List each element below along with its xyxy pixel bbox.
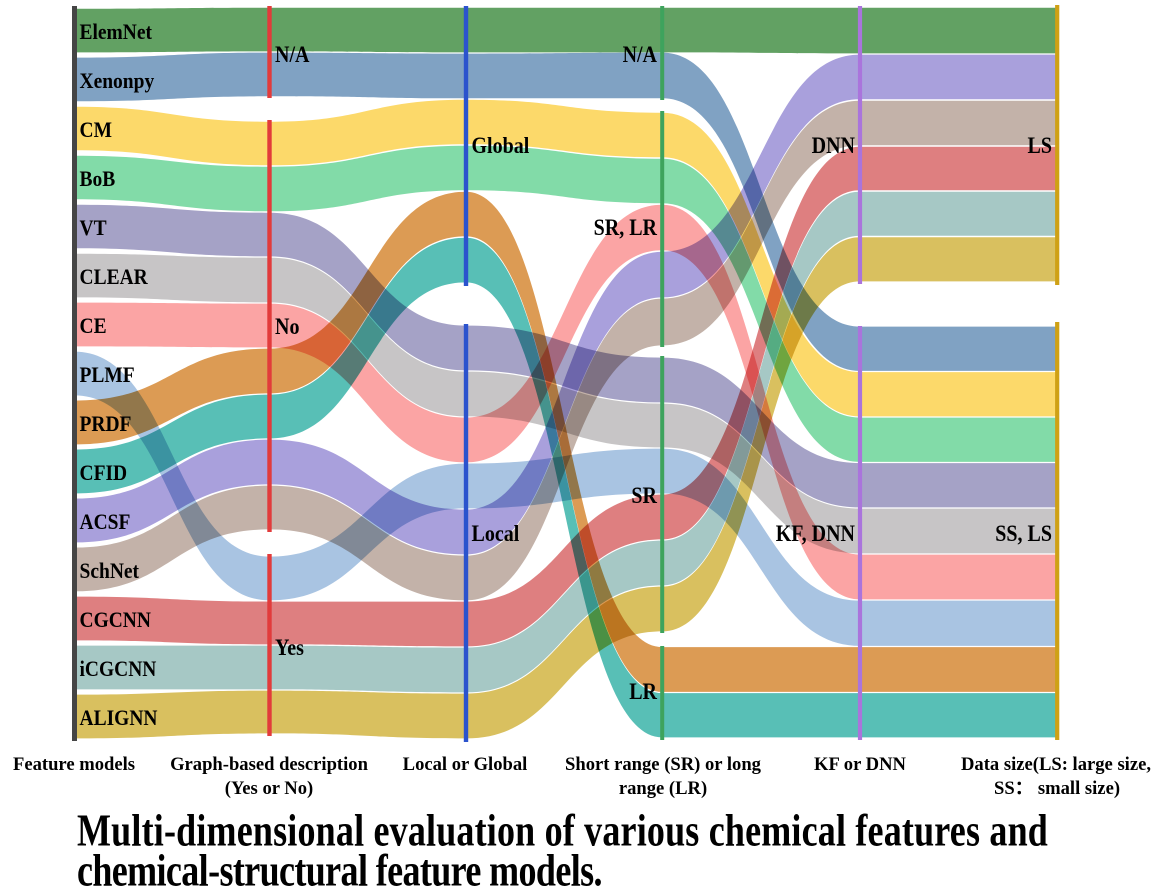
svg-text:Global: Global <box>472 133 530 159</box>
svg-text:CGCNN: CGCNN <box>80 607 151 633</box>
svg-text:Yes: Yes <box>275 635 304 661</box>
svg-text:ACSF: ACSF <box>80 509 131 535</box>
svg-text:Xenonpy: Xenonpy <box>80 68 155 94</box>
svg-text:CE: CE <box>80 313 107 339</box>
svg-text:range (LR): range (LR) <box>619 778 707 799</box>
svg-text:SR, LR: SR, LR <box>594 215 658 241</box>
svg-text:PRDF: PRDF <box>80 411 132 437</box>
svg-text:chemical-structural feature mo: chemical-structural feature models. <box>77 844 602 895</box>
svg-text:CM: CM <box>80 117 113 143</box>
svg-text:SS： small size): SS： small size) <box>994 778 1120 799</box>
svg-text:BoB: BoB <box>80 166 116 192</box>
svg-text:KF, DNN: KF, DNN <box>776 521 856 547</box>
svg-text:LS: LS <box>1028 133 1052 159</box>
svg-text:VT: VT <box>80 215 107 241</box>
svg-text:SS, LS: SS, LS <box>995 521 1052 547</box>
svg-text:ElemNet: ElemNet <box>80 19 153 45</box>
svg-text:SR: SR <box>631 483 657 509</box>
svg-text:(Yes or No): (Yes or No) <box>225 778 313 799</box>
svg-text:Local or Global: Local or Global <box>403 754 528 775</box>
svg-text:Feature models: Feature models <box>13 754 135 775</box>
svg-text:KF or DNN: KF or DNN <box>814 754 906 775</box>
svg-text:Short range (SR) or long: Short range (SR) or long <box>565 754 762 775</box>
svg-text:DNN: DNN <box>812 133 856 159</box>
svg-text:CFID: CFID <box>80 460 128 486</box>
svg-text:Local: Local <box>472 521 520 547</box>
svg-text:CLEAR: CLEAR <box>80 264 149 290</box>
svg-text:SchNet: SchNet <box>80 558 140 584</box>
svg-text:PLMF: PLMF <box>80 362 135 388</box>
svg-text:Data size(LS: large size,: Data size(LS: large size, <box>961 754 1151 775</box>
svg-text:Multi-dimensional evaluation o: Multi-dimensional evaluation of various … <box>77 804 1048 855</box>
svg-text:Graph-based description: Graph-based description <box>170 754 368 775</box>
svg-text:No: No <box>275 314 299 340</box>
svg-text:N/A: N/A <box>623 42 658 68</box>
svg-text:N/A: N/A <box>275 42 310 68</box>
svg-text:ALIGNN: ALIGNN <box>80 705 158 731</box>
svg-text:LR: LR <box>629 679 657 705</box>
svg-text:iCGCNN: iCGCNN <box>80 656 157 682</box>
